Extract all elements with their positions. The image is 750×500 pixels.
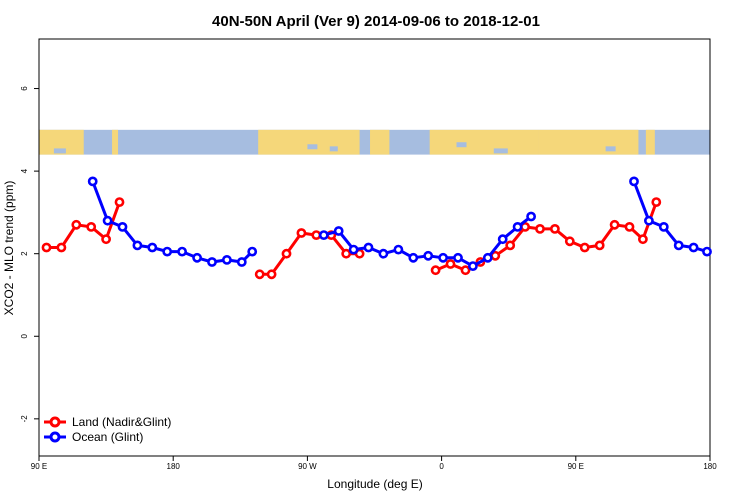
legend-ocean-label: Ocean (Glint): [72, 430, 143, 444]
series-ocean-point-2-4: [688, 242, 699, 253]
series-land-point-2-9: [564, 236, 575, 247]
series-land-point-2-8: [550, 223, 560, 234]
map-land-japan: [112, 129, 119, 155]
legend-land-label: Land (Nadir&Glint): [72, 415, 171, 429]
series-ocean-point-2-0: [629, 176, 639, 187]
x-tick-label-0: 90 E: [31, 462, 47, 471]
series-land-point-2-11: [594, 240, 605, 251]
series-ocean-point-0-5: [162, 246, 173, 257]
series-land-point-2-2: [460, 265, 471, 276]
series-land-point-1-2: [281, 248, 292, 259]
legend-ocean-marker: [49, 431, 61, 443]
x-axis-label: Longitude (deg E): [327, 477, 422, 491]
map-land-asia-east: [538, 129, 639, 155]
series-ocean-point-1-6: [408, 252, 419, 263]
series-land-point-0-0: [41, 242, 52, 253]
series-ocean-point-1-13: [512, 221, 523, 232]
map-water-5: [605, 146, 616, 152]
series-ocean-point-1-2: [348, 244, 359, 255]
series-ocean-point-0-0: [87, 176, 98, 187]
y-tick-label-4: 6: [20, 86, 29, 91]
series-ocean-point-0-8: [207, 257, 217, 267]
series-land-point-2-15: [651, 197, 662, 207]
series-ocean-point-0-6: [177, 246, 187, 257]
map-land-north-america: [258, 129, 360, 155]
series-land-point-0-4: [101, 234, 111, 245]
series-ocean-point-1-14: [526, 211, 536, 222]
series-ocean-point-0-9: [221, 254, 232, 265]
series-ocean-point-2-2: [658, 221, 669, 232]
series-ocean-line-0: [91, 180, 254, 264]
world-map-band: [39, 129, 710, 155]
series-ocean-point-2-3: [673, 240, 684, 251]
series-ocean-point-0-1: [102, 215, 113, 226]
series-land-point-0-2: [71, 219, 82, 230]
series-land-point-2-0: [430, 265, 441, 276]
series-land-point-2-14: [638, 234, 648, 245]
series-ocean-point-1-10: [467, 261, 478, 271]
series-ocean-point-1-8: [438, 252, 448, 263]
y-tick-label-3: 4: [20, 168, 29, 173]
series-ocean-point-2-5: [702, 246, 712, 257]
series-ocean-point-1-9: [453, 252, 463, 263]
series-land-point-1-6: [341, 248, 352, 259]
series-land-point-1-1: [266, 269, 277, 280]
y-tick-label-0: -2: [20, 415, 29, 423]
map-water-3: [456, 142, 467, 148]
x-axis: 90 E 180 90 W 0 90 E 180: [31, 456, 717, 471]
series-land-point-2-10: [579, 242, 590, 253]
series-ocean-point-0-4: [147, 242, 158, 253]
series-land-point-0-5: [114, 197, 125, 207]
series-ocean-point-0-3: [132, 240, 143, 251]
series-ocean-point-1-11: [482, 252, 493, 263]
series-land-point-0-1: [56, 242, 67, 253]
series-land-point-1-0: [254, 269, 265, 280]
y-tick-label-1: 0: [20, 333, 29, 338]
map-water-4: [493, 148, 508, 154]
y-axis: -2 0 2 4 6: [20, 86, 39, 423]
map-land-europe-asia: [429, 129, 539, 155]
series-ocean-point-1-1: [333, 226, 344, 236]
series-land-point-2-13: [624, 221, 635, 232]
series-ocean-point-0-10: [236, 257, 247, 267]
series-ocean-point-0-7: [192, 252, 202, 263]
series-ocean-point-0-2: [117, 221, 128, 232]
y-tick-label-2: 2: [20, 251, 29, 256]
series-land-point-2-7: [535, 223, 545, 234]
legend: Land (Nadir&Glint) Ocean (Glint): [44, 415, 171, 444]
series-ocean-point-1-4: [378, 248, 389, 259]
series-ocean-point-1-12: [497, 234, 508, 245]
series-land-point-2-1: [445, 259, 456, 269]
series-land-point-1-3: [296, 228, 307, 238]
series-ocean-point-2-1: [644, 215, 654, 226]
chart-title: 40N-50N April (Ver 9) 2014-09-06 to 2018…: [212, 13, 540, 30]
series-land-point-1-4: [311, 230, 322, 240]
map-water-2: [329, 146, 338, 152]
series-land-line-2: [435, 201, 658, 272]
series-ocean-point-1-5: [393, 244, 404, 255]
y-axis-label: XCO2 - MLO trend (ppm): [2, 181, 16, 316]
map-land-sakhalin: [645, 129, 655, 155]
series-ocean-point-0-11: [247, 246, 258, 257]
series-ocean-point-1-3: [363, 242, 374, 253]
x-tick-label-2: 90 W: [298, 462, 317, 471]
series-ocean-point-1-7: [423, 250, 434, 261]
x-tick-label-3: 0: [439, 462, 444, 471]
x-tick-label-5: 180: [703, 462, 717, 471]
series-land-point-2-12: [609, 219, 620, 230]
legend-land-marker: [49, 416, 61, 428]
x-tick-label-4: 90 E: [568, 462, 584, 471]
series-layer: [41, 176, 712, 280]
series-land-point-0-3: [86, 221, 97, 232]
plot-frame: [38, 38, 711, 457]
x-tick-label-1: 180: [167, 462, 181, 471]
series-land-point-2-5: [505, 240, 516, 251]
map-water-1: [307, 144, 318, 150]
map-water-0: [53, 148, 66, 154]
map-land-newfoundland: [370, 129, 390, 155]
series-ocean-point-1-0: [318, 230, 329, 240]
